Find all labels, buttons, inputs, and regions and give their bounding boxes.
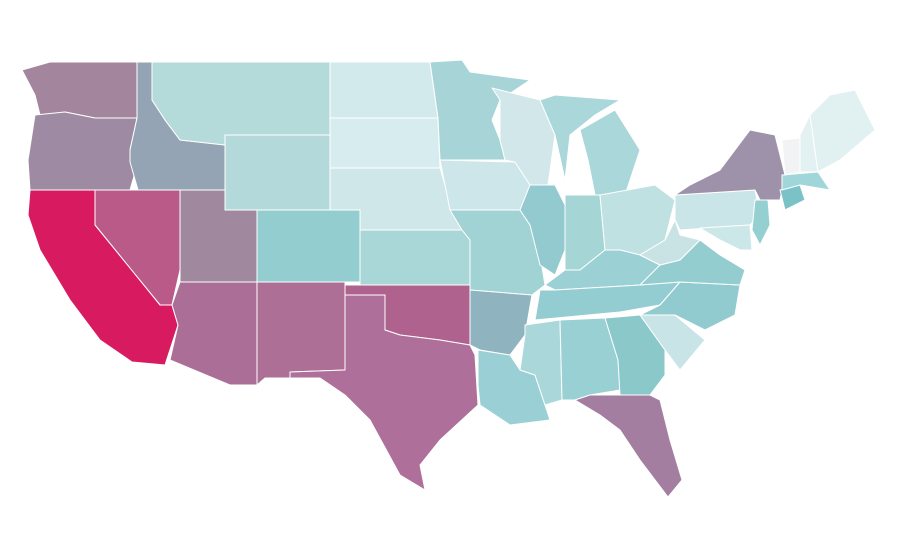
state-region xyxy=(519,184,566,276)
state-region xyxy=(539,94,641,196)
state-region xyxy=(809,89,876,173)
state-region xyxy=(256,209,361,283)
state-region xyxy=(27,111,139,191)
state-region xyxy=(477,349,551,426)
state-region xyxy=(256,281,346,386)
state-region xyxy=(439,159,531,211)
state-region xyxy=(639,219,701,266)
state-region xyxy=(27,189,179,366)
state-region xyxy=(21,61,138,119)
state-region xyxy=(289,294,479,491)
state-region xyxy=(781,171,831,191)
state-region xyxy=(674,189,761,231)
state-region xyxy=(429,59,531,161)
state-region xyxy=(359,229,471,286)
state-region xyxy=(224,134,331,211)
regions xyxy=(21,59,876,498)
state-region xyxy=(674,129,786,201)
state-region xyxy=(751,199,771,246)
state-region xyxy=(469,289,533,356)
state-region xyxy=(329,61,439,119)
state-region xyxy=(329,117,441,169)
state-region xyxy=(169,281,258,386)
state-region xyxy=(574,394,683,498)
state-region xyxy=(699,224,753,251)
state-region xyxy=(151,61,331,146)
state-region xyxy=(781,137,801,176)
